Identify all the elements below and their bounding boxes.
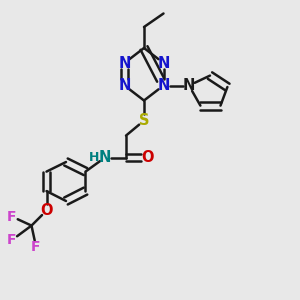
Text: F: F — [7, 233, 17, 247]
Text: N: N — [99, 150, 111, 165]
Text: N: N — [118, 78, 131, 93]
Text: F: F — [7, 210, 17, 224]
Text: N: N — [157, 56, 170, 70]
Text: N: N — [118, 56, 131, 70]
Text: N: N — [183, 78, 195, 93]
Text: O: O — [40, 203, 53, 218]
Text: H: H — [89, 151, 100, 164]
Text: F: F — [31, 240, 41, 254]
Text: O: O — [141, 150, 153, 165]
Text: S: S — [139, 113, 149, 128]
Text: N: N — [157, 78, 170, 93]
